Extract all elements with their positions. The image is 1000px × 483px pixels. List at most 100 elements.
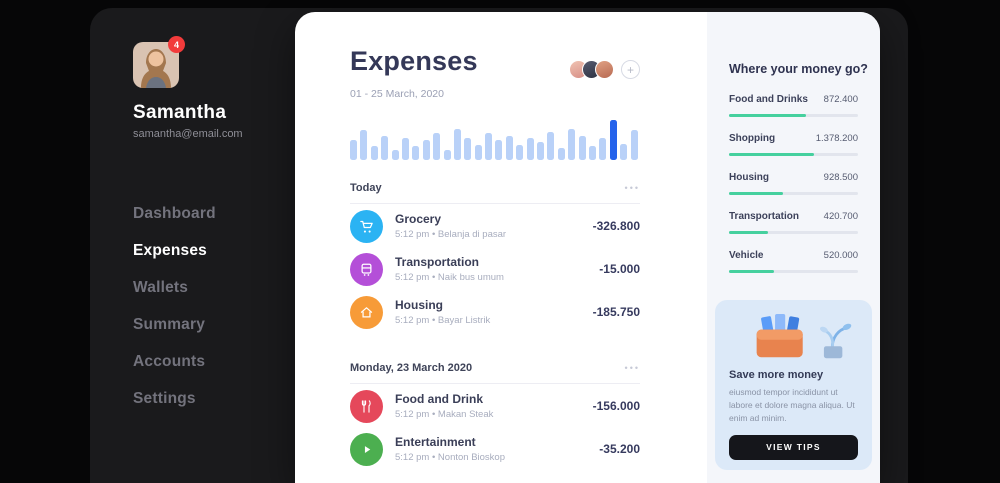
category-row: Vehicle 520.000 bbox=[729, 250, 858, 289]
category-row: Shopping 1.378.200 bbox=[729, 133, 858, 172]
chart-bar[interactable] bbox=[474, 145, 482, 160]
category-label: Transportation bbox=[729, 211, 800, 222]
chart-bar[interactable] bbox=[495, 140, 503, 160]
page-title: Expenses bbox=[350, 46, 478, 76]
section-label: Monday, 23 March 2020 bbox=[350, 362, 473, 374]
section-monday: Monday, 23 March 2020 ••• Food and Drink… bbox=[350, 362, 640, 470]
home-icon bbox=[350, 295, 383, 329]
chart-bar[interactable] bbox=[516, 145, 524, 160]
play-icon bbox=[350, 432, 383, 466]
category-progress-fill bbox=[729, 231, 768, 234]
chart-bar[interactable] bbox=[505, 136, 513, 160]
date-range: 01 - 25 March, 2020 bbox=[350, 88, 444, 100]
chart-bar[interactable] bbox=[547, 132, 555, 160]
transaction-name: Grocery bbox=[395, 212, 442, 226]
sidebar-item-expenses[interactable]: Expenses bbox=[133, 241, 207, 259]
category-value: 928.500 bbox=[823, 172, 858, 183]
category-row: Transportation 420.700 bbox=[729, 211, 858, 250]
category-progress bbox=[729, 231, 858, 234]
chart-bar[interactable] bbox=[599, 138, 607, 160]
transaction-detail: 5:12 pm • Bayar Listrik bbox=[395, 315, 491, 326]
more-options-icon[interactable]: ••• bbox=[624, 183, 640, 193]
chart-bar[interactable] bbox=[464, 138, 472, 160]
category-value: 872.400 bbox=[823, 94, 858, 105]
category-progress-fill bbox=[729, 153, 815, 156]
category-label: Food and Drinks bbox=[729, 94, 808, 105]
chart-bar[interactable] bbox=[453, 129, 461, 160]
chart-bar[interactable] bbox=[391, 150, 399, 160]
chart-bar[interactable] bbox=[485, 133, 493, 160]
category-label: Housing bbox=[729, 172, 769, 183]
section-today: Today ••• Grocery 5:12 pm • Belanja di p… bbox=[350, 182, 640, 333]
category-value: 1.378.200 bbox=[815, 133, 858, 144]
chart-bar[interactable] bbox=[422, 140, 430, 160]
category-progress-fill bbox=[729, 192, 784, 195]
category-row: Housing 928.500 bbox=[729, 172, 858, 211]
view-tips-button[interactable]: VIEW TIPS bbox=[729, 434, 858, 460]
user-email: samantha@email.com bbox=[133, 128, 243, 140]
transaction-amount: -15.000 bbox=[599, 262, 640, 276]
chart-bar[interactable] bbox=[401, 138, 409, 160]
sidebar-item-settings[interactable]: Settings bbox=[133, 389, 196, 407]
category-label: Vehicle bbox=[729, 250, 764, 261]
user-name: Samantha bbox=[133, 102, 227, 123]
chart-bar[interactable] bbox=[360, 130, 368, 160]
chart-bar[interactable] bbox=[620, 144, 628, 160]
grocery-cart-icon bbox=[350, 209, 383, 243]
transaction-row[interactable]: Grocery 5:12 pm • Belanja di pasar -326.… bbox=[350, 205, 640, 247]
chart-bar[interactable] bbox=[412, 146, 420, 160]
chart-bar[interactable] bbox=[578, 136, 586, 160]
chart-bar[interactable] bbox=[350, 140, 357, 160]
category-value: 420.700 bbox=[823, 211, 858, 222]
category-progress bbox=[729, 153, 858, 156]
chart-bar[interactable] bbox=[443, 150, 451, 160]
category-list: Food and Drinks 872.400 Shopping 1.378.2… bbox=[729, 94, 858, 289]
summary-title: Where your money go? bbox=[729, 62, 868, 76]
transaction-name: Food and Drink bbox=[395, 392, 483, 406]
category-progress bbox=[729, 192, 858, 195]
chart-bar[interactable] bbox=[630, 130, 638, 160]
transaction-amount: -35.200 bbox=[599, 442, 640, 456]
sidebar-item-summary[interactable]: Summary bbox=[133, 315, 206, 333]
category-progress bbox=[729, 114, 858, 117]
transaction-row[interactable]: Housing 5:12 pm • Bayar Listrik -185.750 bbox=[350, 291, 640, 333]
chart-bar[interactable] bbox=[557, 148, 565, 160]
tips-title: Save more money bbox=[729, 369, 824, 381]
transaction-detail: 5:12 pm • Nonton Bioskop bbox=[395, 452, 506, 463]
expenses-panel: Expenses 01 - 25 March, 2020 + Today ••• bbox=[295, 12, 880, 483]
chart-bar[interactable] bbox=[568, 129, 576, 160]
chart-bar[interactable] bbox=[433, 133, 441, 160]
transaction-amount: -156.000 bbox=[592, 399, 640, 413]
notification-badge: 4 bbox=[168, 36, 185, 53]
sidebar-item-wallets[interactable]: Wallets bbox=[133, 278, 189, 296]
food-icon bbox=[350, 389, 383, 423]
sidebar-item-dashboard[interactable]: Dashboard bbox=[133, 204, 216, 222]
transaction-row[interactable]: Food and Drink 5:12 pm • Makan Steak -15… bbox=[350, 385, 640, 427]
user-profile[interactable]: 4 bbox=[133, 36, 185, 88]
chart-bar[interactable] bbox=[381, 136, 389, 160]
sidebar-nav: Dashboard Expenses Wallets Summary Accou… bbox=[133, 195, 216, 417]
chart-bar-highlighted[interactable] bbox=[609, 120, 617, 160]
chart-bar[interactable] bbox=[537, 142, 545, 160]
chart-bar[interactable] bbox=[370, 146, 378, 160]
tips-card: Save more money eiusmod tempor incididun… bbox=[715, 300, 872, 470]
member-avatar[interactable] bbox=[595, 60, 614, 79]
category-row: Food and Drinks 872.400 bbox=[729, 94, 858, 133]
transaction-row[interactable]: Entertainment 5:12 pm • Nonton Bioskop -… bbox=[350, 428, 640, 470]
expenses-content: Expenses 01 - 25 March, 2020 + Today ••• bbox=[350, 12, 640, 483]
transaction-detail: 5:12 pm • Makan Steak bbox=[395, 409, 494, 420]
sidebar-item-accounts[interactable]: Accounts bbox=[133, 352, 206, 370]
add-member-button[interactable]: + bbox=[621, 60, 640, 79]
section-label: Today bbox=[350, 182, 382, 194]
category-progress-fill bbox=[729, 270, 775, 273]
transaction-amount: -326.800 bbox=[592, 219, 640, 233]
category-progress-fill bbox=[729, 114, 807, 117]
transaction-row[interactable]: Transportation 5:12 pm • Naik bus umum -… bbox=[350, 248, 640, 290]
transaction-name: Transportation bbox=[395, 255, 480, 269]
chart-bar[interactable] bbox=[526, 138, 534, 160]
transaction-name: Housing bbox=[395, 298, 443, 312]
more-options-icon[interactable]: ••• bbox=[624, 363, 640, 373]
chart-bar[interactable] bbox=[588, 146, 596, 160]
transaction-amount: -185.750 bbox=[592, 305, 640, 319]
